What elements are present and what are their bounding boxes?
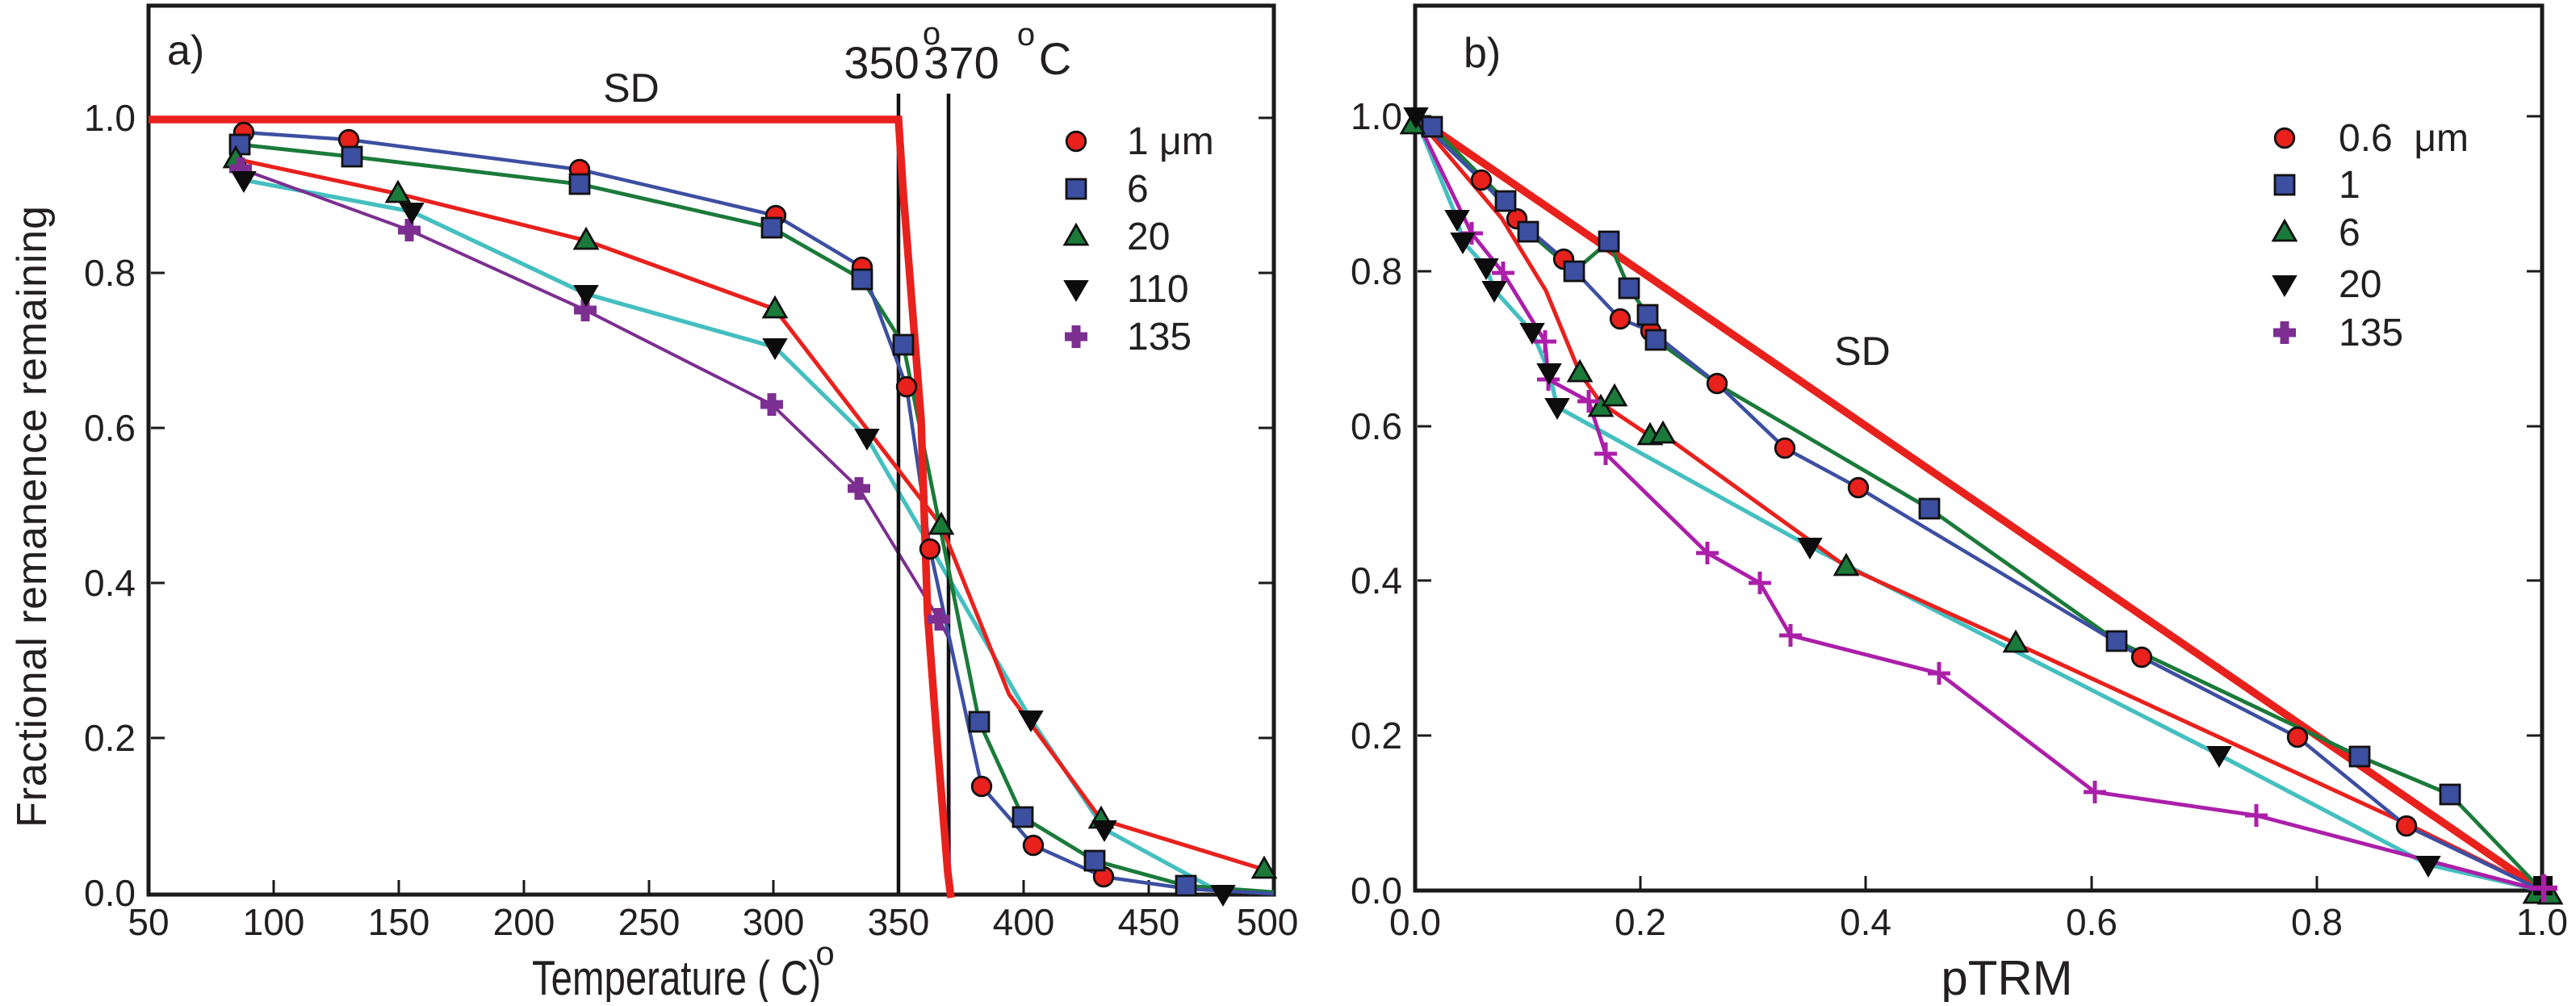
svg-text:1: 1 (2339, 164, 2360, 207)
svg-text:0.4: 0.4 (1351, 560, 1402, 602)
svg-text:135: 135 (1127, 316, 1192, 358)
svg-text:350: 350 (868, 901, 930, 943)
svg-text:0.4: 0.4 (1840, 901, 1891, 943)
svg-text:pTRM: pTRM (1941, 951, 2072, 1002)
svg-text:SD: SD (1834, 329, 1890, 374)
svg-text:50: 50 (128, 901, 169, 943)
svg-text:20: 20 (1127, 216, 1170, 258)
svg-text:135: 135 (2339, 312, 2403, 354)
svg-text:20: 20 (2339, 263, 2381, 306)
svg-text:0.6: 0.6 (2066, 901, 2117, 943)
svg-text:110: 110 (1127, 268, 1189, 311)
svg-text:0.6: 0.6 (84, 407, 136, 449)
svg-text:0.0: 0.0 (84, 872, 136, 914)
svg-text:0.2: 0.2 (84, 717, 136, 759)
svg-text:0.8: 0.8 (1351, 250, 1402, 292)
svg-text:0.8: 0.8 (84, 252, 136, 294)
svg-text:b): b) (1464, 30, 1501, 77)
svg-text:o: o (923, 16, 940, 52)
svg-text:o: o (815, 934, 834, 972)
svg-text:0.6 μm: 0.6 μm (2339, 117, 2469, 160)
svg-text:0.6: 0.6 (1351, 405, 1402, 447)
svg-text:SD: SD (603, 65, 659, 111)
svg-text:1 μm: 1 μm (1127, 120, 1214, 163)
svg-text:Fractional remanence remaining: Fractional remanence remaining (9, 206, 56, 828)
svg-text:0.0: 0.0 (1351, 870, 1402, 912)
svg-text:1.0: 1.0 (84, 97, 136, 139)
svg-text:0.0: 0.0 (1389, 901, 1441, 943)
svg-text:250: 250 (618, 901, 681, 943)
svg-text:C: C (1039, 33, 1071, 84)
svg-text:150: 150 (368, 901, 430, 943)
svg-text:0.2: 0.2 (1351, 715, 1402, 757)
svg-text:350: 350 (844, 37, 919, 88)
svg-text:0.2: 0.2 (1615, 901, 1666, 943)
svg-text:100: 100 (243, 901, 305, 943)
svg-text:6: 6 (2339, 212, 2360, 254)
svg-text:370: 370 (924, 37, 999, 88)
svg-text:a): a) (167, 27, 204, 74)
svg-text:1.0: 1.0 (1351, 95, 1402, 137)
svg-text:6: 6 (1127, 168, 1149, 211)
svg-text:450: 450 (1118, 901, 1180, 943)
svg-text:o: o (1017, 17, 1035, 52)
svg-text:300: 300 (743, 901, 805, 943)
svg-text:Temperature ( C): Temperature ( C) (532, 951, 821, 1002)
svg-text:200: 200 (493, 901, 555, 943)
svg-text:0.4: 0.4 (84, 562, 136, 604)
svg-text:0.8: 0.8 (2291, 901, 2343, 943)
svg-text:400: 400 (993, 901, 1055, 943)
svg-text:500: 500 (1237, 901, 1299, 943)
svg-text:1.0: 1.0 (2516, 901, 2568, 943)
